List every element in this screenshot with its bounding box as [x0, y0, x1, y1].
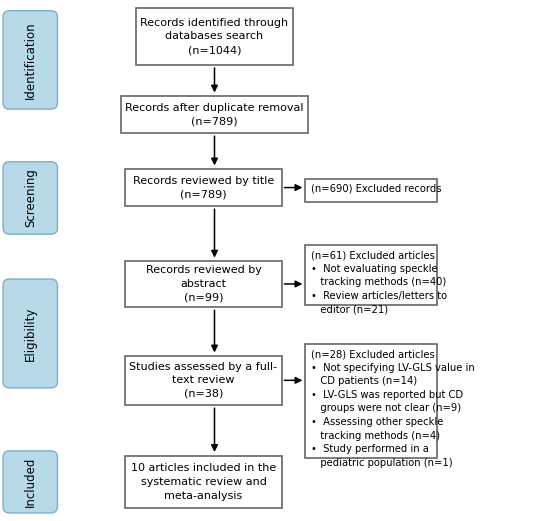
Text: Records reviewed by
abstract
(n=99): Records reviewed by abstract (n=99): [146, 265, 261, 303]
Text: Records reviewed by title
(n=789): Records reviewed by title (n=789): [133, 176, 274, 200]
FancyBboxPatch shape: [3, 279, 58, 388]
Text: (n=61) Excluded articles
•  Not evaluating speckle
   tracking methods (n=40)
• : (n=61) Excluded articles • Not evaluatin…: [311, 250, 447, 315]
Text: Screening: Screening: [24, 168, 37, 228]
Text: Included: Included: [24, 457, 37, 507]
Bar: [305, 344, 437, 458]
Text: (n=690) Excluded records: (n=690) Excluded records: [311, 184, 441, 194]
Text: Records identified through
databases search
(n=1044): Records identified through databases sea…: [140, 18, 289, 55]
Text: Studies assessed by a full-
text review
(n=38): Studies assessed by a full- text review …: [129, 362, 278, 399]
Bar: [305, 179, 437, 202]
Bar: [125, 356, 282, 405]
FancyBboxPatch shape: [3, 451, 58, 513]
Bar: [121, 96, 308, 133]
Bar: [125, 169, 282, 206]
Text: (n=28) Excluded articles
•  Not specifying LV-GLS value in
   CD patients (n=14): (n=28) Excluded articles • Not specifyin…: [311, 349, 475, 468]
Bar: [136, 8, 293, 65]
Bar: [305, 245, 437, 305]
Text: Eligibility: Eligibility: [24, 306, 37, 361]
Bar: [125, 456, 282, 508]
Text: Identification: Identification: [24, 21, 37, 98]
FancyBboxPatch shape: [3, 162, 58, 234]
Bar: [125, 260, 282, 307]
FancyBboxPatch shape: [3, 11, 58, 109]
Text: 10 articles included in the
systematic review and
meta-analysis: 10 articles included in the systematic r…: [131, 463, 276, 501]
Text: Records after duplicate removal
(n=789): Records after duplicate removal (n=789): [125, 103, 304, 127]
